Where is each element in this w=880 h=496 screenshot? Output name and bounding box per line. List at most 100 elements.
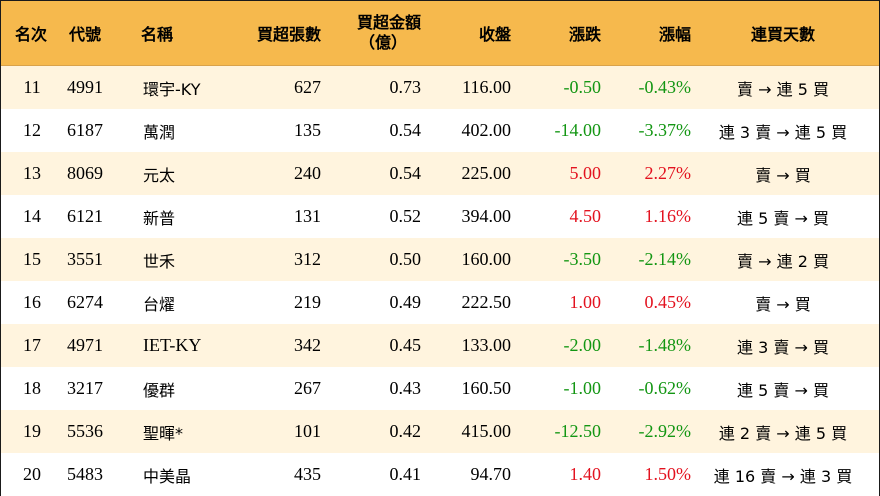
cell-change-pct: -1.48% (638, 335, 692, 355)
cell-streak: 賣 → 連 2 買 (737, 251, 829, 271)
table-row: 13 8069 元太 240 0.54 225.00 5.00 2.27% 賣 … (1, 152, 879, 195)
cell-close: 160.50 (461, 378, 512, 398)
cell-name: IET-KY (143, 335, 202, 355)
cell-change: -0.50 (563, 77, 602, 97)
cell-code: 5536 (67, 421, 103, 441)
cell-streak: 賣 → 連 5 買 (737, 79, 829, 99)
cell-change: -2.00 (563, 335, 602, 355)
cell-name: 元太 (143, 165, 176, 185)
cell-streak: 連 2 賣 → 連 5 買 (718, 423, 848, 443)
cell-change-pct: -2.14% (638, 249, 692, 269)
cell-net-buy-lots: 627 (294, 77, 321, 97)
cell-net-buy-lots: 240 (294, 163, 321, 183)
cell-net-buy-lots: 342 (294, 335, 321, 355)
cell-net-buy-amount: 0.49 (389, 292, 422, 312)
cell-net-buy-amount: 0.54 (389, 120, 422, 140)
cell-change: -3.50 (563, 249, 602, 269)
cell-change-pct: -0.43% (638, 77, 692, 97)
cell-close: 225.00 (461, 163, 512, 183)
table-row: 16 6274 台燿 219 0.49 222.50 1.00 0.45% 賣 … (1, 281, 879, 324)
cell-change: -12.50 (554, 421, 602, 441)
table-row: 18 3217 優群 267 0.43 160.50 -1.00 -0.62% … (1, 367, 879, 410)
cell-rank: 18 (23, 378, 41, 398)
cell-close: 116.00 (462, 77, 511, 97)
cell-streak: 賣 → 買 (755, 294, 811, 314)
cell-close: 133.00 (461, 335, 512, 355)
table-header: 名次 代號 名稱 買超張數 買超金額 （億） 收盤 漲跌 漲幅 連買天數 (1, 1, 879, 66)
cell-rank: 13 (23, 163, 41, 183)
cell-rank: 19 (23, 421, 41, 441)
cell-net-buy-amount: 0.43 (389, 378, 422, 398)
cell-change-pct: 1.50% (644, 464, 692, 484)
cell-name: 新普 (143, 208, 176, 228)
header-net-buy-amount-unit: （億） (358, 33, 407, 52)
table-row: 12 6187 萬潤 135 0.54 402.00 -14.00 -3.37%… (1, 109, 879, 152)
cell-change: -1.00 (563, 378, 602, 398)
cell-net-buy-amount: 0.50 (389, 249, 422, 269)
cell-net-buy-lots: 312 (294, 249, 321, 269)
cell-net-buy-amount: 0.73 (389, 77, 422, 97)
cell-change-pct: 2.27% (644, 163, 692, 183)
header-net-buy-amount: 買超金額 （億） (321, 13, 421, 53)
table-row: 11 4991 環宇-KY 627 0.73 116.00 -0.50 -0.4… (1, 66, 879, 109)
cell-rank: 11 (23, 77, 41, 97)
cell-change: 5.00 (569, 163, 602, 183)
cell-name: 中美晶 (143, 466, 192, 486)
cell-code: 6187 (67, 120, 103, 140)
cell-streak: 連 3 賣 → 買 (737, 337, 829, 357)
cell-code: 6274 (67, 292, 103, 312)
cell-net-buy-lots: 135 (294, 120, 321, 140)
cell-code: 5483 (67, 464, 103, 484)
cell-code: 3551 (67, 249, 103, 269)
cell-change: 1.00 (569, 292, 602, 312)
cell-name: 台燿 (143, 294, 176, 314)
header-net-buy-lots: 買超張數 (256, 25, 321, 44)
cell-net-buy-lots: 219 (294, 292, 321, 312)
cell-close: 402.00 (461, 120, 512, 140)
cell-name: 優群 (143, 380, 176, 400)
cell-net-buy-lots: 101 (294, 421, 321, 441)
cell-code: 4991 (67, 77, 103, 97)
cell-change: 1.40 (569, 464, 602, 484)
cell-net-buy-amount: 0.52 (389, 206, 422, 226)
cell-net-buy-lots: 131 (294, 206, 321, 226)
table-row: 20 5483 中美晶 435 0.41 94.70 1.40 1.50% 連 … (1, 453, 879, 496)
cell-net-buy-amount: 0.45 (389, 335, 422, 355)
cell-change-pct: -3.37% (638, 120, 692, 140)
cell-close: 415.00 (461, 421, 512, 441)
header-net-buy-amount-line1: 買超金額 (356, 13, 421, 32)
cell-rank: 20 (23, 464, 41, 484)
cell-close: 94.70 (470, 464, 512, 484)
cell-name: 萬潤 (143, 122, 176, 142)
cell-close: 160.00 (461, 249, 512, 269)
cell-change-pct: -0.62% (638, 378, 692, 398)
cell-code: 4971 (67, 335, 103, 355)
cell-change-pct: -2.92% (638, 421, 692, 441)
header-close: 收盤 (478, 25, 511, 44)
table-row: 14 6121 新普 131 0.52 394.00 4.50 1.16% 連 … (1, 195, 879, 238)
cell-name: 世禾 (143, 251, 176, 271)
header-code: 代號 (69, 25, 102, 44)
cell-streak: 連 5 賣 → 買 (737, 380, 829, 400)
cell-rank: 12 (23, 120, 41, 140)
header-name: 名稱 (141, 25, 174, 44)
cell-net-buy-lots: 267 (294, 378, 321, 398)
cell-net-buy-amount: 0.54 (389, 163, 422, 183)
table-row: 17 4971 IET-KY 342 0.45 133.00 -2.00 -1.… (1, 324, 879, 367)
cell-change-pct: 0.45% (644, 292, 692, 312)
cell-net-buy-amount: 0.42 (389, 421, 422, 441)
header-change-pct: 漲幅 (658, 25, 691, 44)
cell-change-pct: 1.16% (644, 206, 692, 226)
cell-change: 4.50 (569, 206, 602, 226)
cell-close: 394.00 (461, 206, 512, 226)
header-change: 漲跌 (568, 25, 601, 44)
table-row: 15 3551 世禾 312 0.50 160.00 -3.50 -2.14% … (1, 238, 879, 281)
cell-code: 8069 (67, 163, 103, 183)
cell-streak: 連 3 賣 → 連 5 買 (718, 122, 848, 142)
cell-net-buy-lots: 435 (294, 464, 321, 484)
cell-rank: 14 (23, 206, 41, 226)
cell-close: 222.50 (461, 292, 512, 312)
cell-streak: 賣 → 買 (755, 165, 811, 185)
cell-code: 6121 (67, 206, 103, 226)
table-row: 19 5536 聖暉* 101 0.42 415.00 -12.50 -2.92… (1, 410, 879, 453)
